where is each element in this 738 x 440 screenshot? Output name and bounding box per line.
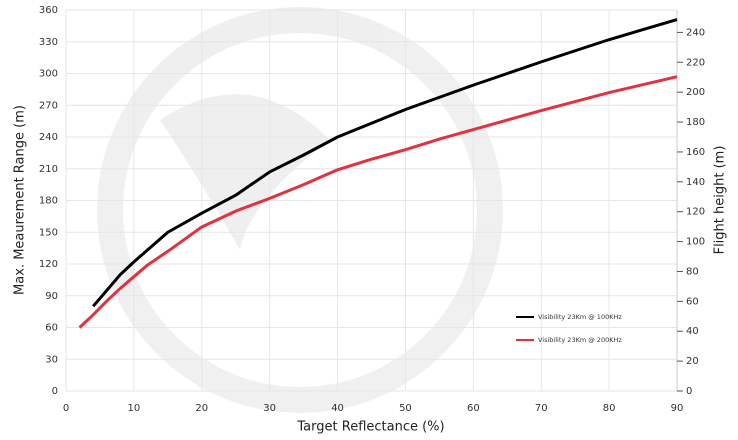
chart: Target Reflectance (%) Max. Meaurement R… bbox=[0, 0, 738, 440]
y2-tick-label: 140 bbox=[686, 177, 705, 188]
x-tick-label: 20 bbox=[195, 403, 208, 414]
y2-tick-label: 240 bbox=[686, 27, 705, 38]
y2-tick-label: 200 bbox=[686, 87, 705, 98]
x-tick-label: 90 bbox=[671, 403, 684, 414]
x-tick-label: 50 bbox=[399, 403, 412, 414]
y-tick-label: 150 bbox=[39, 227, 58, 238]
x-tick-label: 70 bbox=[535, 403, 548, 414]
y2-tick-label: 220 bbox=[686, 57, 705, 68]
x-tick-label: 40 bbox=[331, 403, 344, 414]
y-tick-label: 330 bbox=[39, 37, 58, 48]
x-tick-label: 30 bbox=[263, 403, 276, 414]
y2-tick-label: 40 bbox=[686, 326, 699, 337]
y-tick-label: 120 bbox=[39, 259, 58, 270]
y-tick-label: 180 bbox=[39, 196, 58, 207]
y-tick-label: 0 bbox=[52, 386, 58, 397]
x-tick-label: 10 bbox=[128, 403, 141, 414]
y2-tick-label: 0 bbox=[686, 386, 692, 397]
y-tick-label: 60 bbox=[45, 323, 58, 334]
y-tick-label: 30 bbox=[45, 354, 58, 365]
y2-tick-label: 160 bbox=[686, 147, 705, 158]
y-axis-title: Max. Meaurement Range (m) bbox=[13, 105, 28, 295]
y-tick-label: 360 bbox=[39, 5, 58, 16]
y2-tick-label: 60 bbox=[686, 296, 699, 307]
y2-tick-label: 120 bbox=[686, 207, 705, 218]
y2-tick-label: 100 bbox=[686, 237, 705, 248]
y-tick-label: 270 bbox=[39, 100, 58, 111]
y2-tick-label: 80 bbox=[686, 266, 699, 277]
x-tick-label: 80 bbox=[603, 403, 616, 414]
legend-label: Visibility 23Km @ 200KHz bbox=[538, 336, 622, 344]
x-tick-label: 0 bbox=[63, 403, 69, 414]
y-tick-label: 210 bbox=[39, 164, 58, 175]
y-tick-label: 240 bbox=[39, 132, 58, 143]
watermark bbox=[110, 20, 490, 400]
y-tick-label: 90 bbox=[45, 291, 58, 302]
y2-axis-title: Flight height (m) bbox=[713, 146, 728, 255]
y2-tick-label: 180 bbox=[686, 117, 705, 128]
y2-tick-label: 20 bbox=[686, 356, 699, 367]
x-axis-title: Target Reflectance (%) bbox=[296, 420, 444, 435]
legend-label: Visibility 23Km @ 100KHz bbox=[538, 313, 622, 321]
y-tick-label: 300 bbox=[39, 69, 58, 80]
x-tick-label: 60 bbox=[467, 403, 480, 414]
